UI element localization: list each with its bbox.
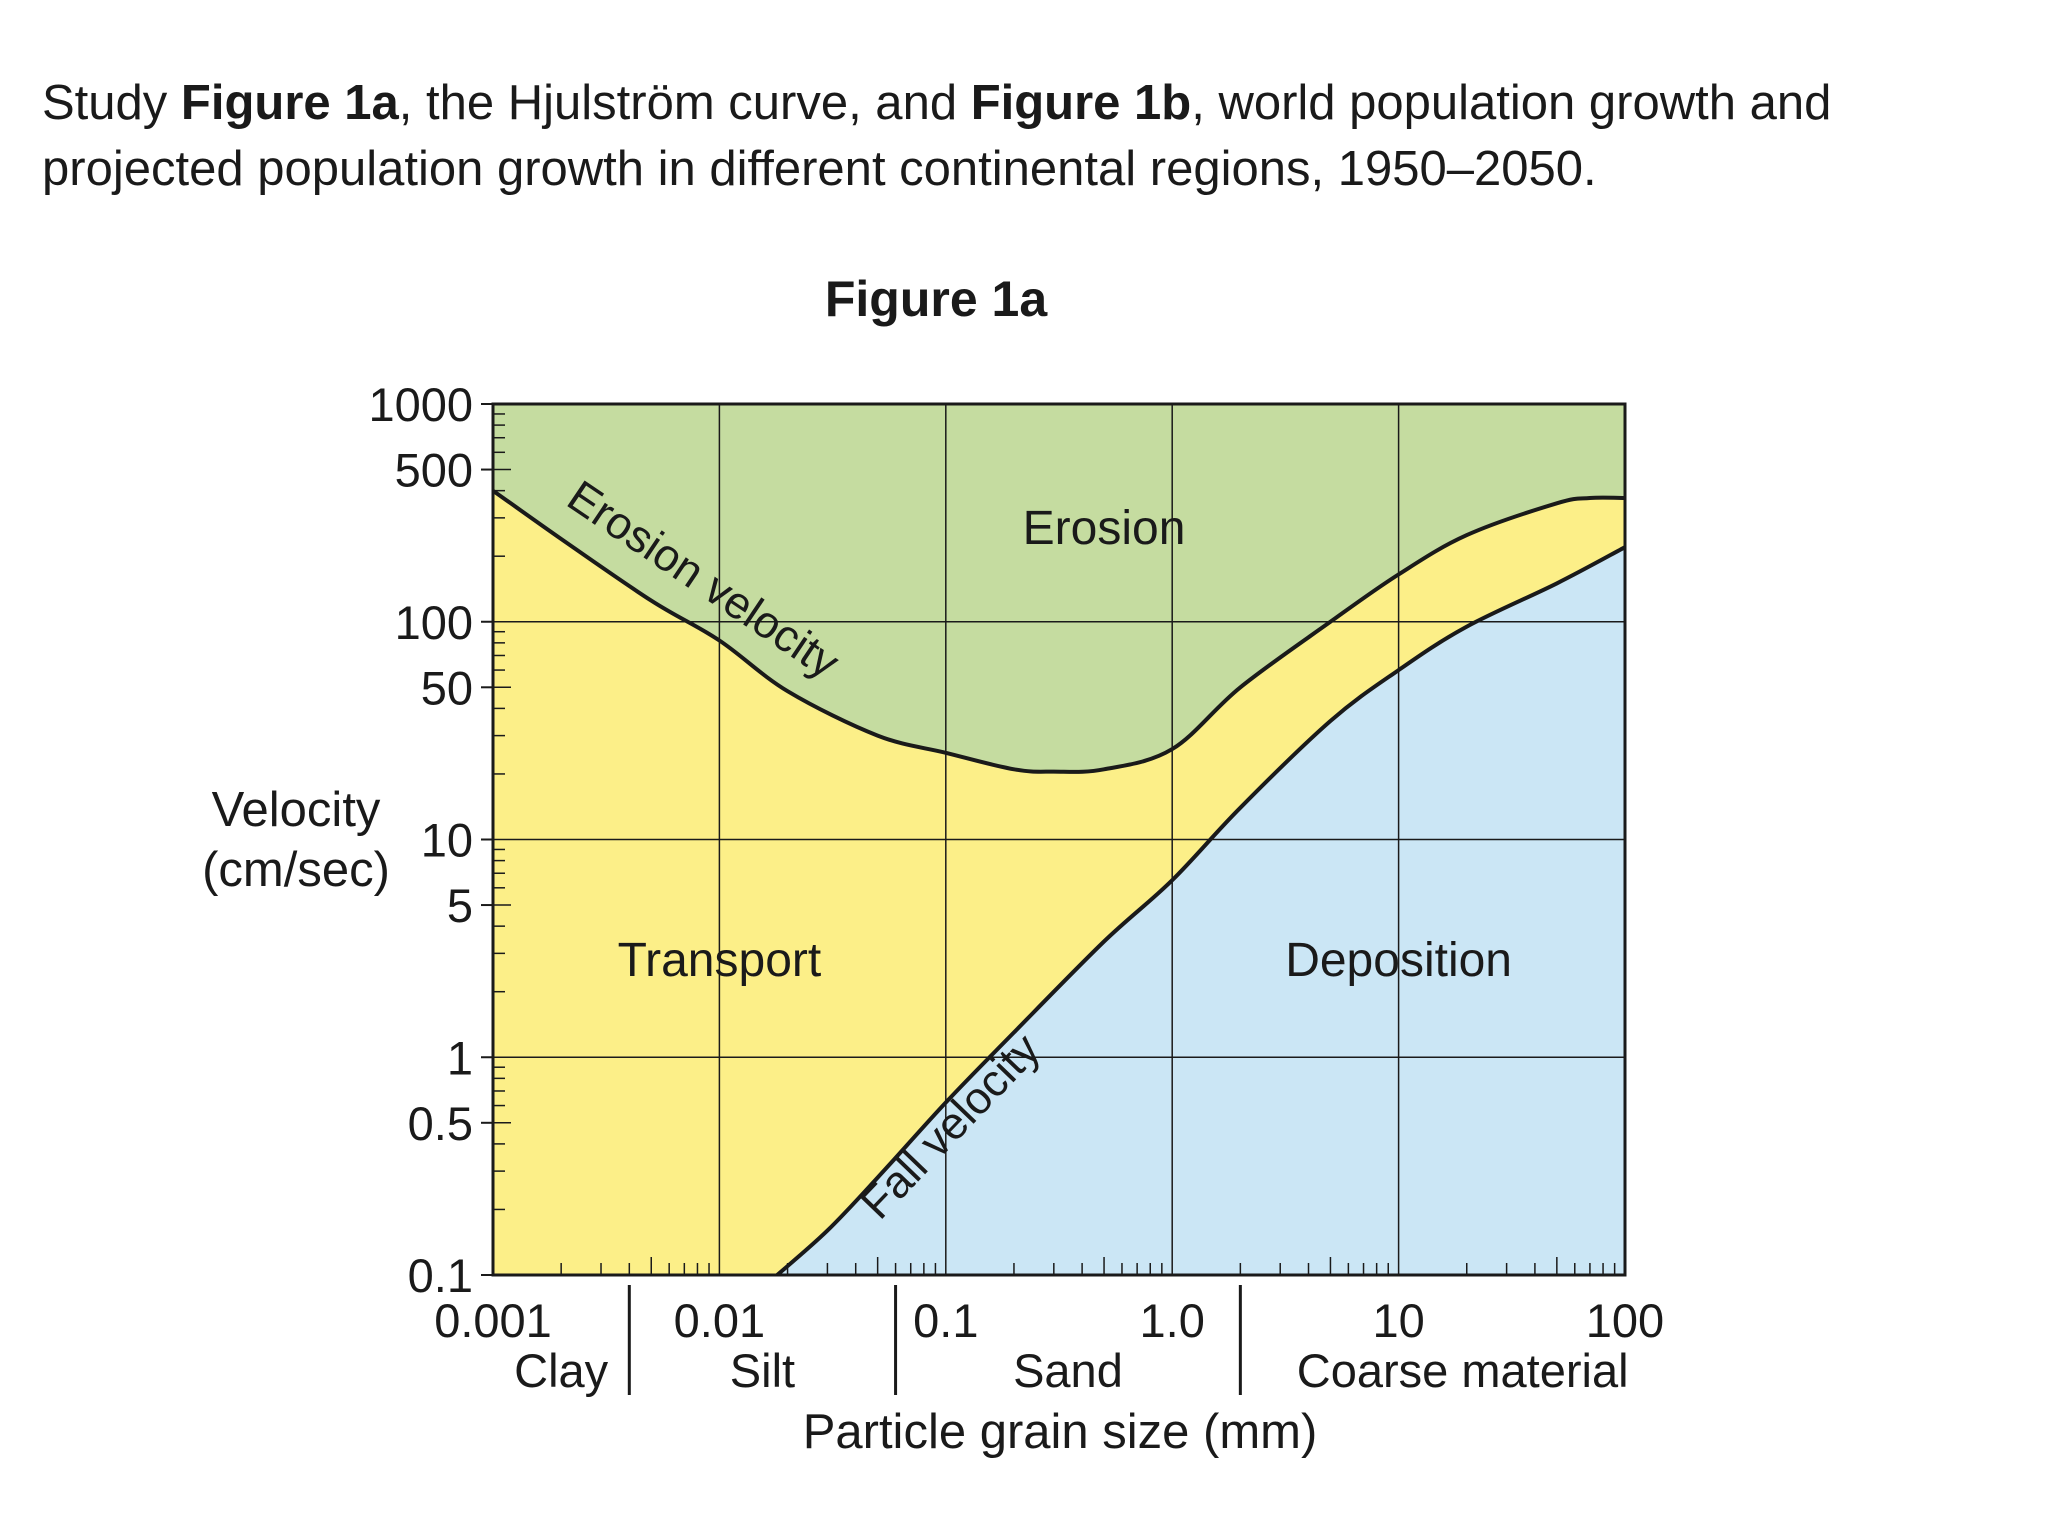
erosion-velocity-curve bbox=[491, 489, 1626, 774]
intro-text-3: , world population growth and projected … bbox=[42, 76, 1832, 196]
x-tick-label: 10 bbox=[1372, 1294, 1424, 1347]
fall-velocity-curve bbox=[775, 545, 1626, 1277]
intro-text-1: Study bbox=[42, 76, 181, 130]
grain-class-label: Silt bbox=[730, 1344, 795, 1397]
y-axis-label-line1: Velocity bbox=[212, 783, 381, 837]
figure-1a-ref: Figure 1a bbox=[180, 76, 399, 130]
y-tick-label: 50 bbox=[421, 661, 473, 714]
y-tick-label: 1 bbox=[447, 1031, 473, 1084]
y-tick-label: 0.1 bbox=[408, 1249, 473, 1302]
x-tick-label: 1.0 bbox=[1140, 1294, 1205, 1347]
region-label: Deposition bbox=[1285, 934, 1512, 987]
x-axis-label: Particle grain size (mm) bbox=[803, 1405, 1318, 1459]
intro-text-2: , the Hjulström curve, and bbox=[398, 76, 971, 130]
y-tick-label: 500 bbox=[395, 444, 473, 497]
x-tick-label: 0.001 bbox=[434, 1294, 552, 1347]
region-label: Transport bbox=[618, 934, 822, 987]
region-label: Erosion bbox=[1023, 502, 1186, 555]
y-axis-label-line2: (cm/sec) bbox=[202, 843, 390, 897]
deposition-region bbox=[777, 547, 1625, 1275]
y-tick-label: 100 bbox=[395, 596, 473, 649]
x-tick-label: 100 bbox=[1586, 1294, 1664, 1347]
intro-paragraph: Study Figure 1a, the Hjulström curve, an… bbox=[42, 70, 2022, 202]
grain-class-label: Sand bbox=[1013, 1344, 1123, 1397]
chart-title: Figure 1a bbox=[825, 271, 1048, 327]
x-tick-label: 0.01 bbox=[674, 1294, 765, 1347]
y-tick-label: 5 bbox=[447, 879, 473, 932]
grain-class-label: Coarse material bbox=[1297, 1344, 1629, 1397]
figure-1b-ref: Figure 1b bbox=[970, 76, 1192, 130]
y-tick-label: 10 bbox=[421, 814, 473, 867]
y-tick-label: 1000 bbox=[368, 378, 473, 431]
x-tick-label: 0.1 bbox=[913, 1294, 978, 1347]
y-tick-label: 0.5 bbox=[408, 1097, 473, 1150]
grain-class-label: Clay bbox=[514, 1344, 609, 1397]
